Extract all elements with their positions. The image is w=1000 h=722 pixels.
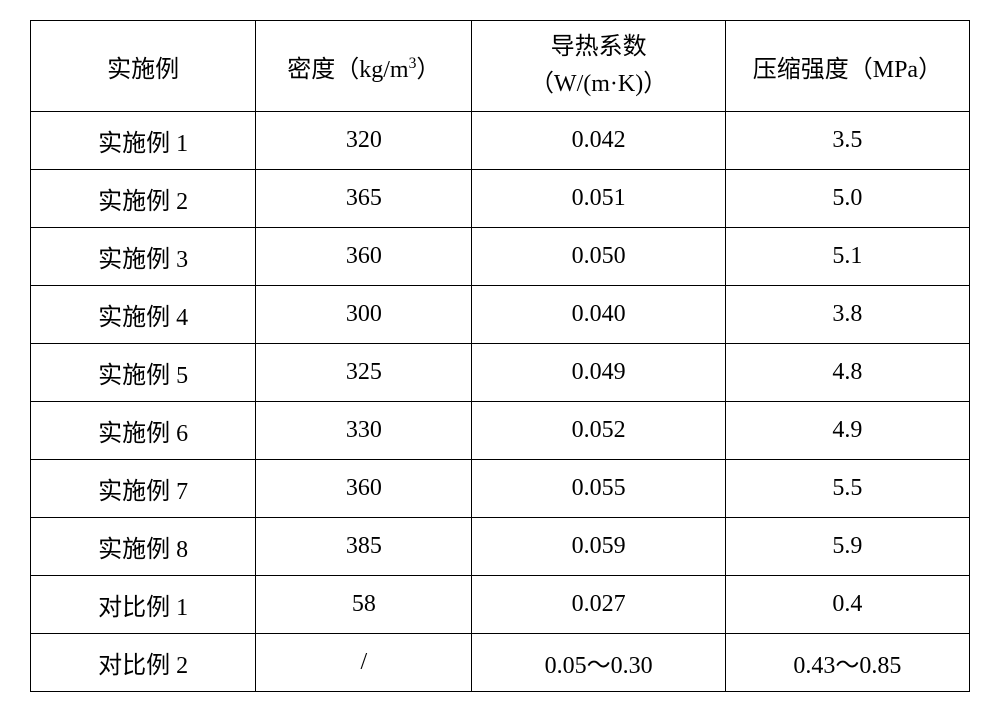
cell-example: 实施例 8 bbox=[31, 518, 256, 576]
cell-compressive: 4.8 bbox=[725, 344, 969, 402]
cell-thermal: 0.055 bbox=[472, 460, 726, 518]
cell-compressive: 3.5 bbox=[725, 112, 969, 170]
cell-thermal: 0.051 bbox=[472, 170, 726, 228]
data-table: 实施例 密度（kg/m3） 导热系数 （W/(m·K)） 压缩强度（MPa） 实… bbox=[30, 20, 970, 692]
cell-example: 实施例 3 bbox=[31, 228, 256, 286]
cell-example: 实施例 1 bbox=[31, 112, 256, 170]
cell-thermal: 0.050 bbox=[472, 228, 726, 286]
cell-compressive: 5.0 bbox=[725, 170, 969, 228]
cell-density: 360 bbox=[256, 460, 472, 518]
table-row: 实施例 7 360 0.055 5.5 bbox=[31, 460, 970, 518]
cell-thermal: 0.027 bbox=[472, 576, 726, 634]
table-row: 实施例 3 360 0.050 5.1 bbox=[31, 228, 970, 286]
cell-density: / bbox=[256, 634, 472, 692]
cell-compressive: 0.43～0.85 bbox=[725, 634, 969, 692]
col-header-thermal-line2: （W/(m·K)） bbox=[472, 66, 725, 103]
table-row: 实施例 2 365 0.051 5.0 bbox=[31, 170, 970, 228]
cell-thermal: 0.05～0.30 bbox=[472, 634, 726, 692]
cell-example: 实施例 6 bbox=[31, 402, 256, 460]
cell-thermal: 0.049 bbox=[472, 344, 726, 402]
cell-example: 实施例 4 bbox=[31, 286, 256, 344]
table-header-row: 实施例 密度（kg/m3） 导热系数 （W/(m·K)） 压缩强度（MPa） bbox=[31, 21, 970, 112]
cell-density: 365 bbox=[256, 170, 472, 228]
cell-example: 对比例 2 bbox=[31, 634, 256, 692]
table-row: 实施例 6 330 0.052 4.9 bbox=[31, 402, 970, 460]
cell-thermal: 0.059 bbox=[472, 518, 726, 576]
cell-compressive: 5.9 bbox=[725, 518, 969, 576]
cell-density: 385 bbox=[256, 518, 472, 576]
cell-density: 330 bbox=[256, 402, 472, 460]
cell-compressive: 0.4 bbox=[725, 576, 969, 634]
cell-density: 58 bbox=[256, 576, 472, 634]
cell-example: 实施例 2 bbox=[31, 170, 256, 228]
col-header-thermal: 导热系数 （W/(m·K)） bbox=[472, 21, 726, 112]
cell-thermal: 0.042 bbox=[472, 112, 726, 170]
table-row: 对比例 2 / 0.05～0.30 0.43～0.85 bbox=[31, 634, 970, 692]
cell-compressive: 5.1 bbox=[725, 228, 969, 286]
col-header-density: 密度（kg/m3） bbox=[256, 21, 472, 112]
cell-thermal: 0.052 bbox=[472, 402, 726, 460]
table-row: 实施例 1 320 0.042 3.5 bbox=[31, 112, 970, 170]
table-row: 实施例 5 325 0.049 4.8 bbox=[31, 344, 970, 402]
cell-thermal: 0.040 bbox=[472, 286, 726, 344]
cell-density: 300 bbox=[256, 286, 472, 344]
cell-example: 实施例 7 bbox=[31, 460, 256, 518]
cell-example: 实施例 5 bbox=[31, 344, 256, 402]
table-row: 实施例 4 300 0.040 3.8 bbox=[31, 286, 970, 344]
table-body: 实施例 1 320 0.042 3.5 实施例 2 365 0.051 5.0 … bbox=[31, 112, 970, 692]
cell-example: 对比例 1 bbox=[31, 576, 256, 634]
col-header-compressive: 压缩强度（MPa） bbox=[725, 21, 969, 112]
col-header-thermal-line1: 导热系数 bbox=[472, 29, 725, 66]
table-row: 实施例 8 385 0.059 5.9 bbox=[31, 518, 970, 576]
cell-density: 325 bbox=[256, 344, 472, 402]
cell-compressive: 4.9 bbox=[725, 402, 969, 460]
table-container: 实施例 密度（kg/m3） 导热系数 （W/(m·K)） 压缩强度（MPa） 实… bbox=[0, 0, 1000, 712]
table-row: 对比例 1 58 0.027 0.4 bbox=[31, 576, 970, 634]
col-header-example: 实施例 bbox=[31, 21, 256, 112]
cell-density: 360 bbox=[256, 228, 472, 286]
cell-density: 320 bbox=[256, 112, 472, 170]
cell-compressive: 5.5 bbox=[725, 460, 969, 518]
cell-compressive: 3.8 bbox=[725, 286, 969, 344]
